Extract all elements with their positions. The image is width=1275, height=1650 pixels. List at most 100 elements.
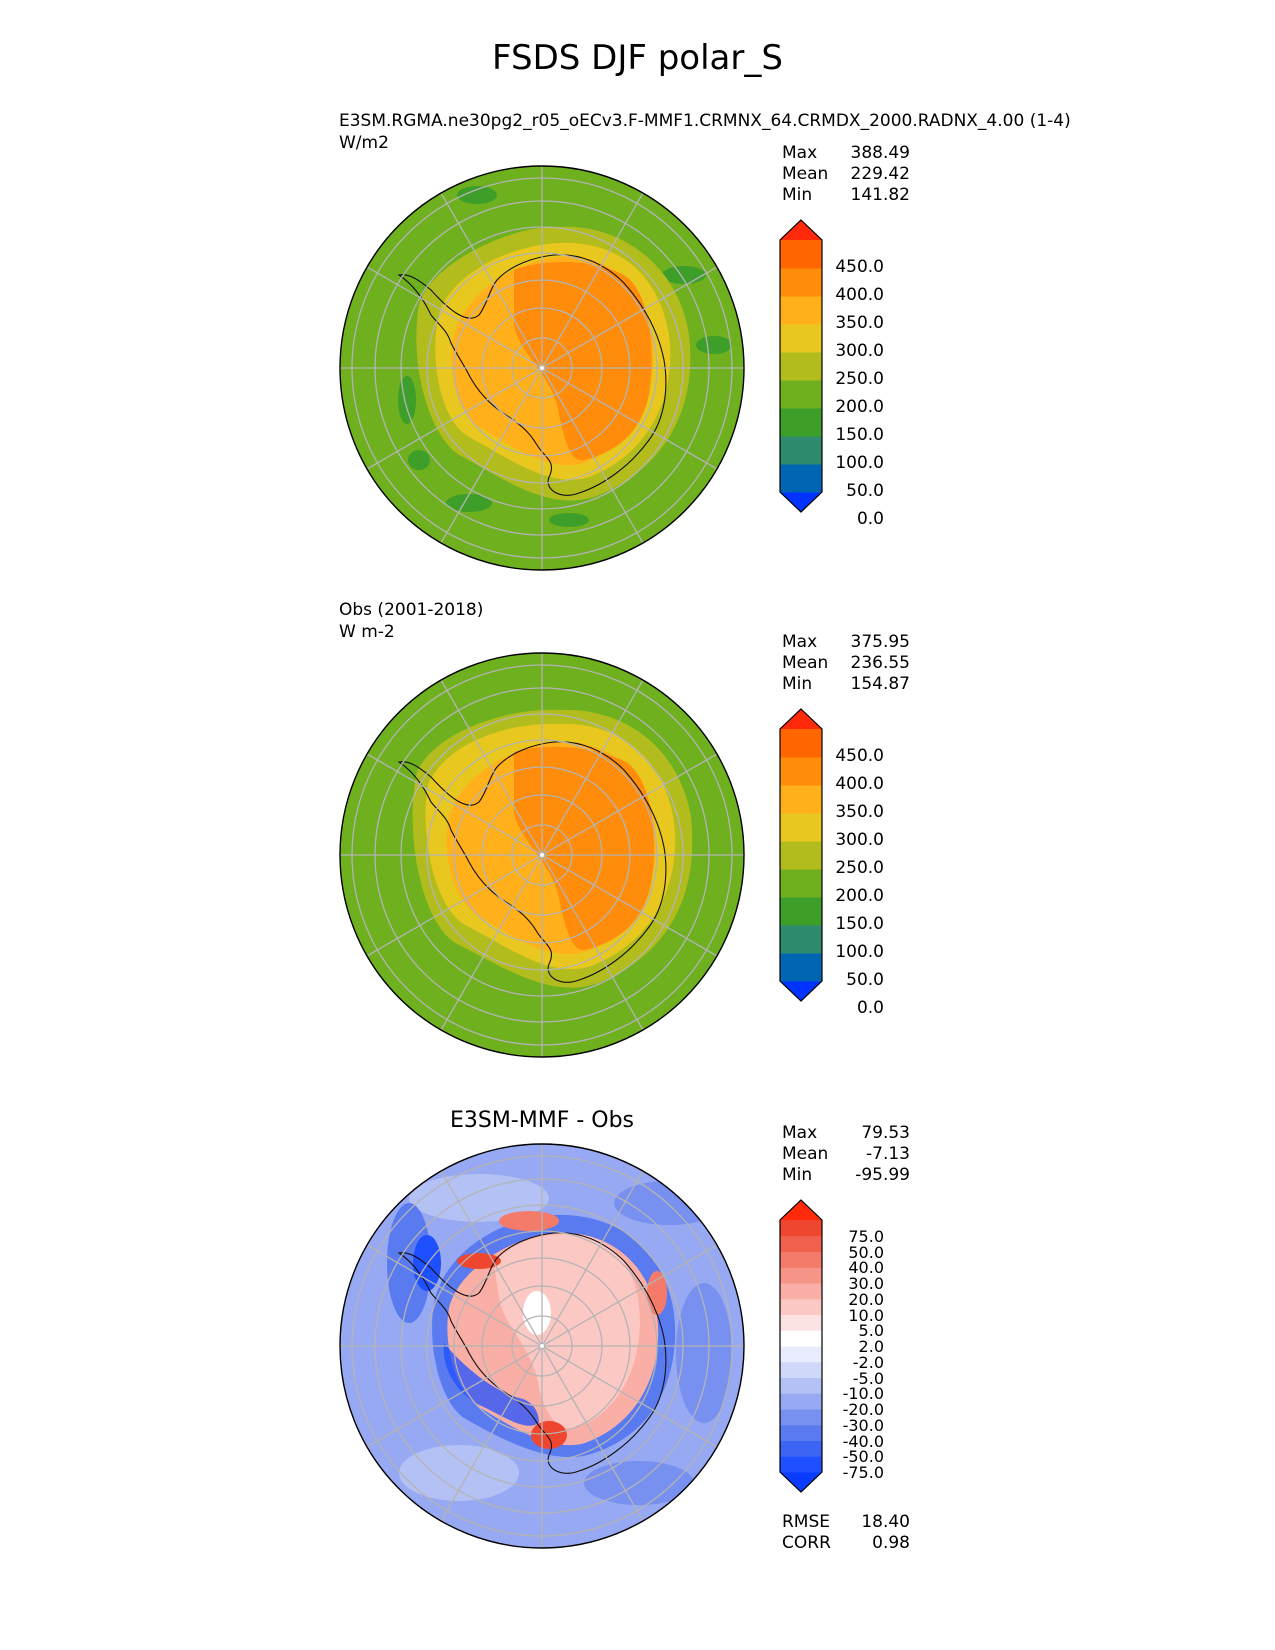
colorbar-band (780, 380, 822, 409)
colorbar-band (780, 953, 822, 982)
model-polar-map (339, 165, 745, 571)
colorbar-tick-label: 0.0 (856, 998, 884, 1018)
colorbar-band (780, 841, 822, 870)
colorbar-tick-label: 250.0 (835, 369, 884, 389)
model-stats: Max 388.49 Mean 229.42 Min 141.82 (782, 143, 910, 206)
obs-units-label: W m-2 (339, 622, 395, 642)
mean-label: Mean (782, 1144, 829, 1164)
colorbar-tick-label: 20.0 (848, 1289, 884, 1309)
obs-colorbar (779, 708, 823, 1002)
colorbar-band (780, 324, 822, 353)
corr-value: 0.98 (872, 1533, 910, 1553)
colorbar-tick-label: -20.0 (842, 1400, 884, 1419)
colorbar-tick-label: -5.0 (852, 1368, 884, 1388)
colorbar-band (780, 352, 822, 381)
min-label: Min (782, 674, 813, 694)
colorbar-band (780, 1377, 822, 1394)
colorbar-band (780, 240, 822, 269)
colorbar-tick-label: 10.0 (848, 1305, 884, 1325)
colorbar-tick-label: 2.0 (858, 1337, 884, 1356)
mean-value: -7.13 (866, 1144, 910, 1164)
diff-polar-map (339, 1143, 745, 1549)
colorbar-band (780, 268, 822, 297)
max-value: 375.95 (850, 632, 910, 652)
figure-title: FSDS DJF polar_S (492, 38, 783, 78)
colorbar-band (780, 408, 822, 437)
colorbar-tick-label: 30.0 (848, 1274, 884, 1293)
colorbar-tick-label: 150.0 (835, 425, 884, 445)
colorbar-tick-label: 40.0 (848, 1258, 884, 1278)
diff-bottom-stats: RMSE 18.40 CORR 0.98 (782, 1512, 910, 1554)
colorbar-tick-label: -40.0 (842, 1431, 884, 1451)
colorbar-tick-label: 300.0 (835, 830, 884, 850)
max-label: Max (782, 632, 818, 652)
colorbar-upper-extend (780, 709, 822, 729)
colorbar-band (780, 464, 822, 493)
colorbar-tick-label: 350.0 (835, 313, 884, 333)
colorbar-tick-label: 150.0 (835, 914, 884, 934)
colorbar-tick-label: 400.0 (835, 285, 884, 305)
colorbar-tick-label: 50.0 (846, 481, 884, 501)
colorbar-band (780, 1456, 822, 1473)
colorbar-upper-extend (780, 1200, 822, 1220)
colorbar-lower-extend (780, 981, 822, 1001)
colorbar-tick-label: 50.0 (846, 970, 884, 990)
model-units-label: W/m2 (339, 133, 389, 153)
colorbar-lower-extend (780, 492, 822, 512)
colorbar-band (780, 1283, 822, 1300)
colorbar-band (780, 1393, 822, 1410)
colorbar-band (780, 1346, 822, 1363)
mean-label: Mean (782, 653, 829, 673)
model-colorbar (779, 219, 823, 513)
diff-title: E3SM-MMF - Obs (449, 1108, 635, 1133)
corr-label: CORR (782, 1533, 831, 1553)
colorbar-tick-label: 75.0 (848, 1226, 884, 1246)
colorbar-tick-label: 100.0 (835, 453, 884, 473)
diff-colorbar (779, 1199, 823, 1493)
colorbar-tick-label: 100.0 (835, 942, 884, 962)
mean-label: Mean (782, 164, 829, 184)
colorbar-band (780, 925, 822, 954)
diff-stats: Max 79.53 Mean -7.13 Min -95.99 (782, 1123, 910, 1186)
min-label: Min (782, 1165, 813, 1185)
colorbar-band (780, 1409, 822, 1426)
colorbar-tick-label: -75.0 (842, 1463, 884, 1482)
colorbar-tick-label: 400.0 (835, 774, 884, 794)
colorbar-tick-label: 50.0 (848, 1242, 884, 1262)
max-label: Max (782, 143, 818, 163)
model-case-label: E3SM.RGMA.ne30pg2_r05_oECv3.F-MMF1.CRMNX… (339, 111, 1071, 131)
mean-value: 236.55 (850, 653, 910, 673)
colorbar-lower-extend (780, 1472, 822, 1492)
colorbar-tick-label: -30.0 (842, 1415, 884, 1435)
colorbar-band (780, 1220, 822, 1237)
rmse-value: 18.40 (861, 1512, 910, 1532)
colorbar-band (780, 1235, 822, 1252)
max-value: 388.49 (850, 143, 910, 163)
obs-polar-map (339, 652, 745, 1058)
min-value: 141.82 (850, 185, 910, 205)
rmse-label: RMSE (782, 1512, 831, 1532)
colorbar-tick-label: 450.0 (835, 746, 884, 766)
colorbar-tick-label: 300.0 (835, 341, 884, 361)
colorbar-band (780, 813, 822, 842)
colorbar-band (780, 436, 822, 465)
min-value: -95.99 (855, 1165, 910, 1185)
colorbar-band (780, 729, 822, 758)
max-label: Max (782, 1123, 818, 1143)
colorbar-band (780, 1314, 822, 1331)
colorbar-band (780, 1330, 822, 1347)
colorbar-tick-label: -50.0 (842, 1447, 884, 1467)
obs-stats: Max 375.95 Mean 236.55 Min 154.87 (782, 632, 910, 695)
colorbar-tick-label: -10.0 (842, 1384, 884, 1404)
colorbar-band (780, 757, 822, 786)
colorbar-band (780, 1361, 822, 1378)
colorbar-tick-label: 200.0 (835, 397, 884, 417)
colorbar-band (780, 785, 822, 814)
colorbar-band (780, 1267, 822, 1284)
obs-period-label: Obs (2001-2018) (339, 600, 484, 620)
colorbar-tick-label: -2.0 (852, 1352, 884, 1372)
colorbar-upper-extend (780, 220, 822, 240)
colorbar-tick-label: 250.0 (835, 858, 884, 878)
colorbar-band (780, 897, 822, 926)
min-label: Min (782, 185, 813, 205)
